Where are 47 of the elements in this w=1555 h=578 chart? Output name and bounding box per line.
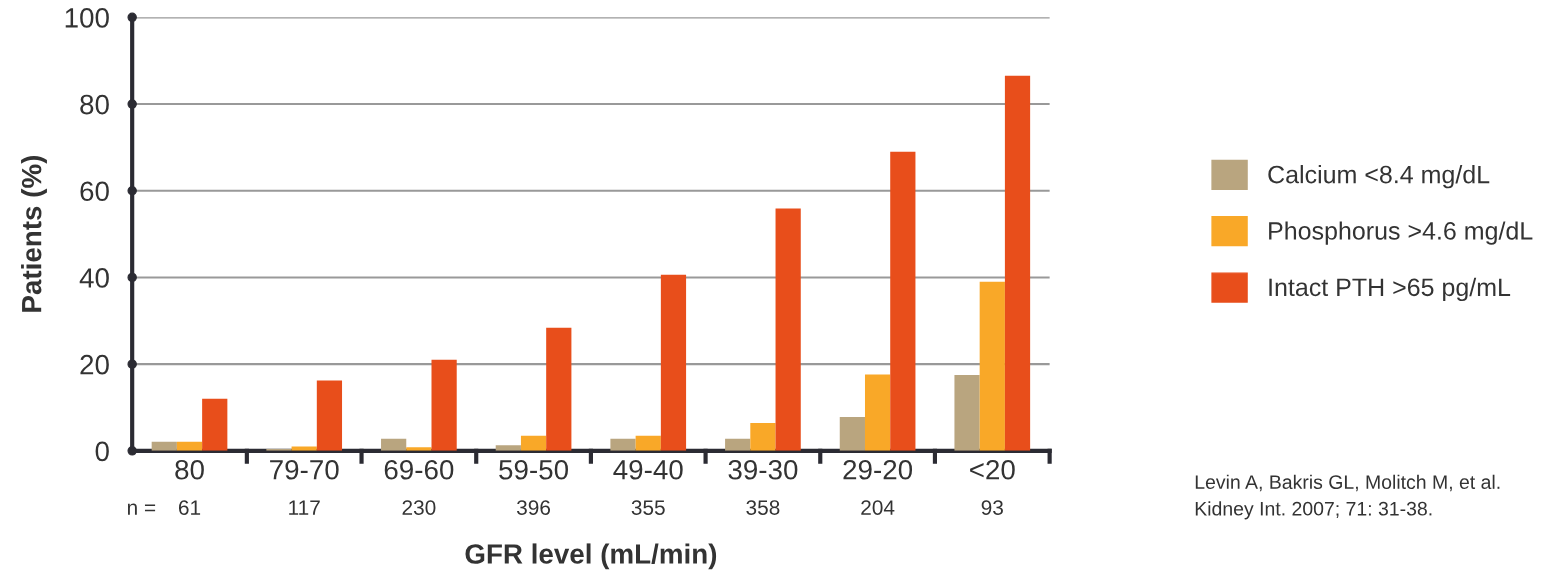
bar (775, 208, 801, 451)
bar (546, 327, 572, 451)
y-tick-label: 20 (80, 354, 109, 375)
y-tick-label: 0 (95, 441, 109, 462)
bar (864, 374, 891, 451)
text: 355 (631, 500, 665, 515)
x-tick-label: <20 (970, 459, 1015, 480)
bar (660, 274, 687, 451)
legend-label: Phosphorus >4.6 mg/dL (1269, 221, 1533, 245)
x-tick-label: 59-50 (499, 459, 568, 480)
x-tick-label: 49-40 (613, 459, 683, 480)
text: 358 (746, 500, 780, 515)
text: n = (127, 503, 156, 515)
text: 230 (402, 500, 436, 515)
bar (431, 359, 457, 451)
x-axis-title: GFR level (mL/min) (465, 543, 717, 570)
bar (316, 380, 343, 451)
bar (1004, 75, 1031, 451)
x-tick-label: 69-60 (384, 459, 454, 480)
y-tick-label: 60 (80, 181, 109, 202)
bar (202, 398, 228, 451)
text: 396 (516, 500, 551, 515)
x-tick-label: 79-70 (270, 459, 339, 480)
bar (381, 438, 407, 451)
x-tick-label: 39-30 (728, 459, 798, 480)
bar (890, 151, 916, 451)
bar (979, 281, 1005, 451)
text: Levin A, Bakris GL, Molitch M, et al. Kidney Int. 2007; 71: 31-38. (1195, 474, 1500, 520)
bar (520, 435, 547, 451)
bar (610, 438, 636, 451)
bar (954, 374, 980, 451)
text: 204 (861, 500, 895, 515)
y-tick-label: 40 (79, 268, 109, 288)
y-tick-label: 80 (80, 94, 109, 115)
legend-label: Intact PTH >65 pg/mL (1269, 277, 1511, 302)
bar (839, 417, 865, 451)
legend-label: Calcium <8.4 mg/dL (1268, 165, 1490, 189)
y-axis-title: Patients (%) (21, 155, 47, 312)
y-tick-label: 100 (65, 8, 109, 28)
bar (635, 435, 661, 451)
text: 117 (289, 500, 320, 515)
bar (725, 438, 751, 451)
x-tick-label: 29-20 (843, 459, 913, 480)
bar (750, 423, 776, 451)
x-tick-label: 80 (175, 459, 204, 480)
text: 93 (981, 500, 1003, 515)
text: 61 (178, 500, 201, 515)
